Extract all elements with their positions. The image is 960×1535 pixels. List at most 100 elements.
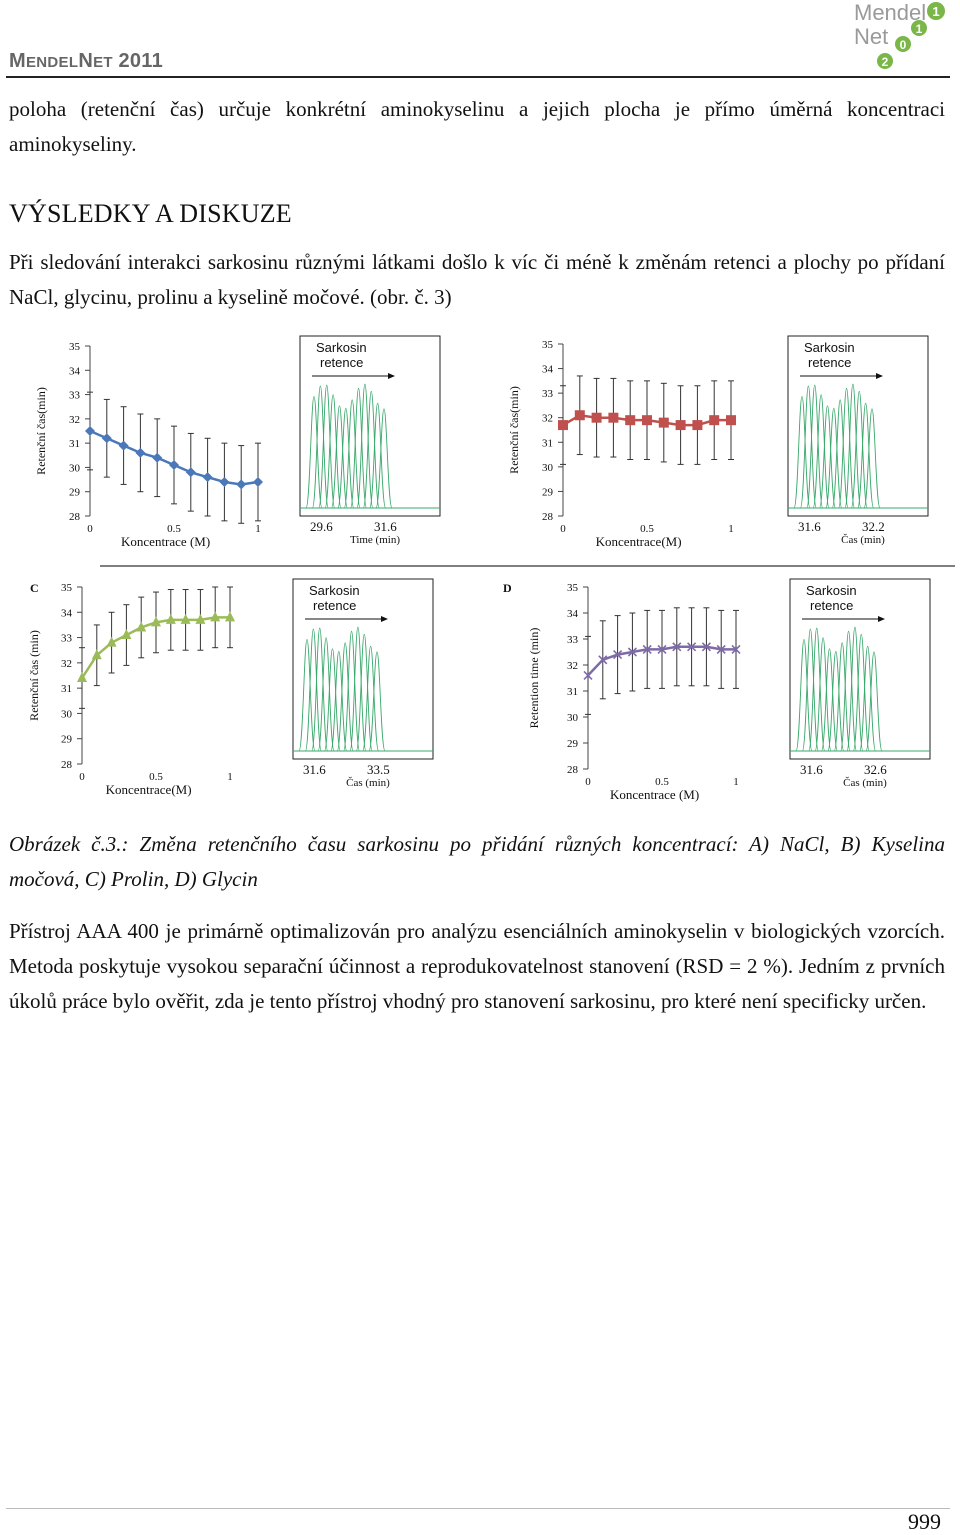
chromatogram-peak <box>819 405 836 509</box>
chromatogram-peak <box>349 626 367 752</box>
chromatogram-peak <box>795 638 813 752</box>
x-tick-label: 0 <box>560 523 566 535</box>
header-m: M <box>9 50 26 72</box>
chromatogram-peak <box>324 648 341 752</box>
chromatogram-subtitle: retence <box>320 355 363 370</box>
y-tick-label: 30 <box>69 462 81 474</box>
chromatogram-peak <box>806 384 824 509</box>
chromatogram-title: Sarkosin <box>316 340 367 355</box>
chromatogram-subtitle: retence <box>808 355 851 370</box>
data-point <box>185 467 196 478</box>
chromatogram-x-label-start: 31.6 <box>798 519 821 534</box>
y-tick-label: 33 <box>69 390 81 402</box>
chromatogram-peak <box>343 399 361 509</box>
data-point <box>219 477 230 487</box>
y-tick-label: 33 <box>567 634 579 646</box>
y-axis-label: Retenční čas(min) <box>34 387 48 475</box>
retention-arrowhead <box>878 616 885 622</box>
y-tick-label: 29 <box>61 734 73 746</box>
header-n: N <box>78 50 94 72</box>
data-point <box>625 415 636 426</box>
y-tick-label: 29 <box>567 738 579 750</box>
chromatogram-peak <box>324 394 342 509</box>
svg-text:1: 1 <box>916 22 923 36</box>
x-axis-label: Koncentrace (M) <box>610 787 699 802</box>
y-tick-label: 29 <box>542 486 554 498</box>
data-point <box>672 642 682 652</box>
chromatogram-peak <box>336 642 354 752</box>
y-tick-label: 35 <box>61 582 73 594</box>
y-tick-label: 34 <box>542 364 554 376</box>
chromatogram-peak <box>337 407 355 509</box>
data-point <box>135 447 146 458</box>
data-point <box>202 472 213 483</box>
chromatogram-x-axis-label: Čas (min) <box>346 777 390 789</box>
chromatogram-peak <box>840 630 857 752</box>
data-point <box>701 642 711 652</box>
chromatogram-peak <box>857 402 875 509</box>
x-tick-label: 0.5 <box>640 523 654 535</box>
chromatogram-x-axis-label: Time (min) <box>350 534 400 546</box>
chromatogram-peak <box>311 627 329 752</box>
x-tick-label: 0.5 <box>149 771 163 783</box>
data-point <box>709 415 720 426</box>
data-point <box>583 670 593 680</box>
body-paragraph: Přístroj AAA 400 je primárně optimalizov… <box>9 919 945 1013</box>
y-tick-label: 28 <box>61 759 73 771</box>
header-et: ET <box>93 54 113 71</box>
header-year: 2011 <box>118 50 164 72</box>
chromatogram-peak <box>305 395 323 509</box>
data-point <box>642 644 652 654</box>
x-tick-label: 0 <box>87 523 93 535</box>
chromatogram-x-label-end: 32.2 <box>862 519 885 534</box>
y-tick-label: 28 <box>567 764 579 776</box>
data-point <box>731 644 741 654</box>
logo-word-net: Net <box>854 24 888 49</box>
x-tick-label: 0.5 <box>167 523 181 535</box>
data-point <box>598 655 608 665</box>
svg-text:2: 2 <box>882 55 889 69</box>
y-axis-label: Retenční čas(min) <box>507 386 521 474</box>
chromatogram-peak <box>833 642 851 752</box>
y-tick-label: 31 <box>542 437 553 449</box>
chromatogram-peak <box>343 630 360 752</box>
data-point <box>165 613 176 624</box>
data-point <box>136 621 147 632</box>
y-tick-label: 31 <box>69 438 80 450</box>
data-point <box>106 636 117 647</box>
chromatogram-peak <box>799 385 817 509</box>
chromatogram-x-label-start: 31.6 <box>303 762 326 777</box>
y-tick-label: 29 <box>69 487 81 499</box>
data-point <box>169 460 179 470</box>
chromatogram-x-label-end: 32.6 <box>864 762 887 777</box>
y-tick-label: 30 <box>61 708 73 720</box>
x-tick-label: 0.5 <box>655 776 669 788</box>
chromatogram-peak <box>375 408 393 509</box>
chromatogram-x-axis-label: Čas (min) <box>843 777 887 789</box>
chromatogram-peak <box>793 395 811 509</box>
logo-digit-2: 1 <box>911 20 927 36</box>
data-point <box>91 649 102 660</box>
data-point <box>591 412 602 423</box>
chromatogram-x-label-end: 31.6 <box>374 519 397 534</box>
data-point <box>627 647 637 657</box>
chromatogram-peak <box>362 390 380 509</box>
svg-text:0: 0 <box>900 38 907 52</box>
x-tick-label: 1 <box>733 776 739 788</box>
data-point <box>195 613 206 624</box>
data-point <box>716 644 726 654</box>
y-tick-label: 31 <box>61 683 72 695</box>
x-tick-label: 1 <box>227 771 233 783</box>
data-point <box>225 611 235 622</box>
chromatogram-peak <box>368 651 386 752</box>
chromatogram-peak <box>838 387 855 509</box>
chromatogram-subtitle: retence <box>810 598 853 613</box>
logo-digit-1: 1 <box>927 2 945 20</box>
header-endel: ENDEL <box>25 54 79 71</box>
intro-paragraph: poloha (retenční čas) určuje konkrétní a… <box>9 97 945 156</box>
chromatogram-peak <box>865 651 883 752</box>
footer-rule <box>6 1508 950 1509</box>
x-tick-label: 1 <box>728 523 734 535</box>
page-number: 999 <box>908 1509 941 1534</box>
chromatogram-peak <box>318 384 336 509</box>
